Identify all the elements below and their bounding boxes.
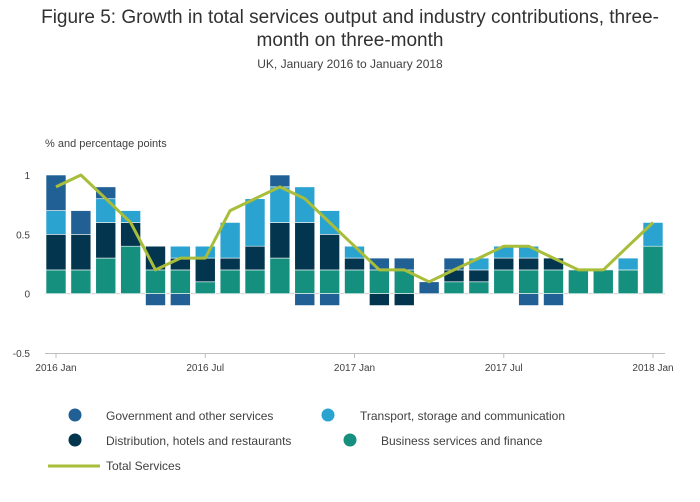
bar-business: [244, 269, 266, 294]
bar-business: [45, 269, 67, 294]
x-tick-label: 2017 Jan: [334, 363, 375, 374]
bar-transport: [642, 222, 664, 247]
y-tick-label: 1: [24, 171, 30, 182]
legend-label: Government and other services: [106, 409, 273, 423]
bar-business: [493, 269, 515, 294]
legend-item-transport: Transport, storage and communication: [321, 408, 565, 423]
bar-distribution: [468, 269, 490, 283]
bar-distribution: [518, 257, 539, 271]
bar-business: [145, 269, 166, 294]
chart-title-line-1: Figure 5: Growth in total services outpu…: [41, 7, 659, 28]
y-tick-label: -0.5: [13, 349, 31, 360]
chart-title: Figure 5: Growth in total services outpu…: [0, 6, 700, 52]
bar-government: [269, 174, 291, 188]
bar-business: [543, 269, 564, 294]
y-tick-labels: 1 0.5 0 -0.5: [13, 171, 31, 360]
bar-business: [219, 269, 241, 294]
bar-business: [617, 269, 639, 294]
bar-business: [642, 245, 664, 294]
bar-business: [369, 269, 390, 294]
chart-subtitle: UK, January 2016 to January 2018: [257, 57, 443, 71]
bar-business: [468, 281, 490, 294]
bar-transport: [95, 198, 117, 223]
bar-government: [418, 281, 440, 294]
x-tick-label: 2016 Jul: [186, 363, 224, 374]
bar-distribution: [70, 234, 92, 271]
bar-government: [518, 293, 539, 306]
bar-government: [543, 293, 564, 306]
x-tick-labels: 2016 Jan 2016 Jul 2017 Jan 2017 Jul 2018 Jan: [35, 353, 674, 374]
bar-distribution: [344, 257, 365, 271]
bar-transport: [269, 186, 291, 223]
bar-distribution: [194, 257, 216, 283]
bar-distribution: [369, 293, 390, 306]
y-axis-label: % and percentage points: [45, 138, 167, 150]
bar-government: [45, 174, 67, 211]
bar-business: [120, 245, 141, 294]
bar-business: [518, 269, 539, 294]
legend-label: Total Services: [106, 459, 181, 473]
legend-label: Business services and finance: [381, 434, 543, 448]
x-tick-label: 2016 Jan: [35, 363, 76, 374]
legend-item-distribution: Distribution, hotels and restaurants: [68, 433, 291, 448]
bar-transport: [617, 257, 639, 271]
total-services-line-group: [55, 173, 655, 284]
bar-distribution: [269, 222, 291, 259]
bar-government: [294, 293, 316, 306]
bar-business: [319, 269, 340, 294]
bar-business: [95, 257, 117, 294]
bar-distribution: [45, 234, 67, 271]
axis-lines: [45, 293, 665, 354]
legend-item-government: Government and other services: [68, 408, 273, 423]
y-tick-label: 0: [24, 290, 30, 301]
bar-distribution: [244, 245, 266, 271]
bar-business: [568, 269, 589, 294]
y-tick-label: 0.5: [16, 230, 30, 241]
bar-business: [592, 269, 614, 294]
legend-swatch: [343, 433, 357, 447]
bar-government: [393, 257, 415, 271]
bar-business: [294, 269, 316, 294]
bar-business: [70, 269, 92, 294]
legend-label: Distribution, hotels and restaurants: [106, 434, 291, 448]
bar-transport: [219, 222, 241, 259]
bar-distribution: [95, 222, 117, 259]
legend-swatch: [321, 408, 335, 422]
legend: Government and other services Transport, …: [48, 408, 565, 473]
bar-distribution: [219, 257, 241, 271]
bar-government: [170, 293, 191, 306]
bar-transport: [170, 245, 191, 259]
bar-distribution: [319, 234, 340, 271]
legend-swatch: [68, 433, 82, 447]
legend-label: Transport, storage and communication: [360, 409, 565, 423]
bar-business: [443, 281, 465, 294]
x-tick-label: 2017 Jul: [485, 363, 523, 374]
bar-business: [269, 257, 291, 294]
bar-government: [70, 210, 92, 235]
bar-government: [319, 293, 340, 306]
bar-distribution: [393, 293, 415, 306]
legend-item-total: Total Services: [48, 459, 181, 473]
bar-distribution: [294, 222, 316, 271]
x-tick-label: 2018 Jan: [632, 363, 673, 374]
bar-business: [344, 269, 365, 294]
bar-transport: [244, 198, 266, 247]
bar-business: [194, 281, 216, 294]
legend-item-business: Business services and finance: [343, 433, 543, 448]
bar-government: [145, 293, 166, 306]
total-services-line: [55, 173, 655, 284]
chart-title-line-2: month on three-month: [256, 30, 444, 51]
bar-business: [170, 269, 191, 294]
legend-swatch: [68, 408, 82, 422]
bars: [45, 174, 664, 306]
bar-transport: [45, 210, 67, 235]
bar-distribution: [493, 257, 515, 271]
